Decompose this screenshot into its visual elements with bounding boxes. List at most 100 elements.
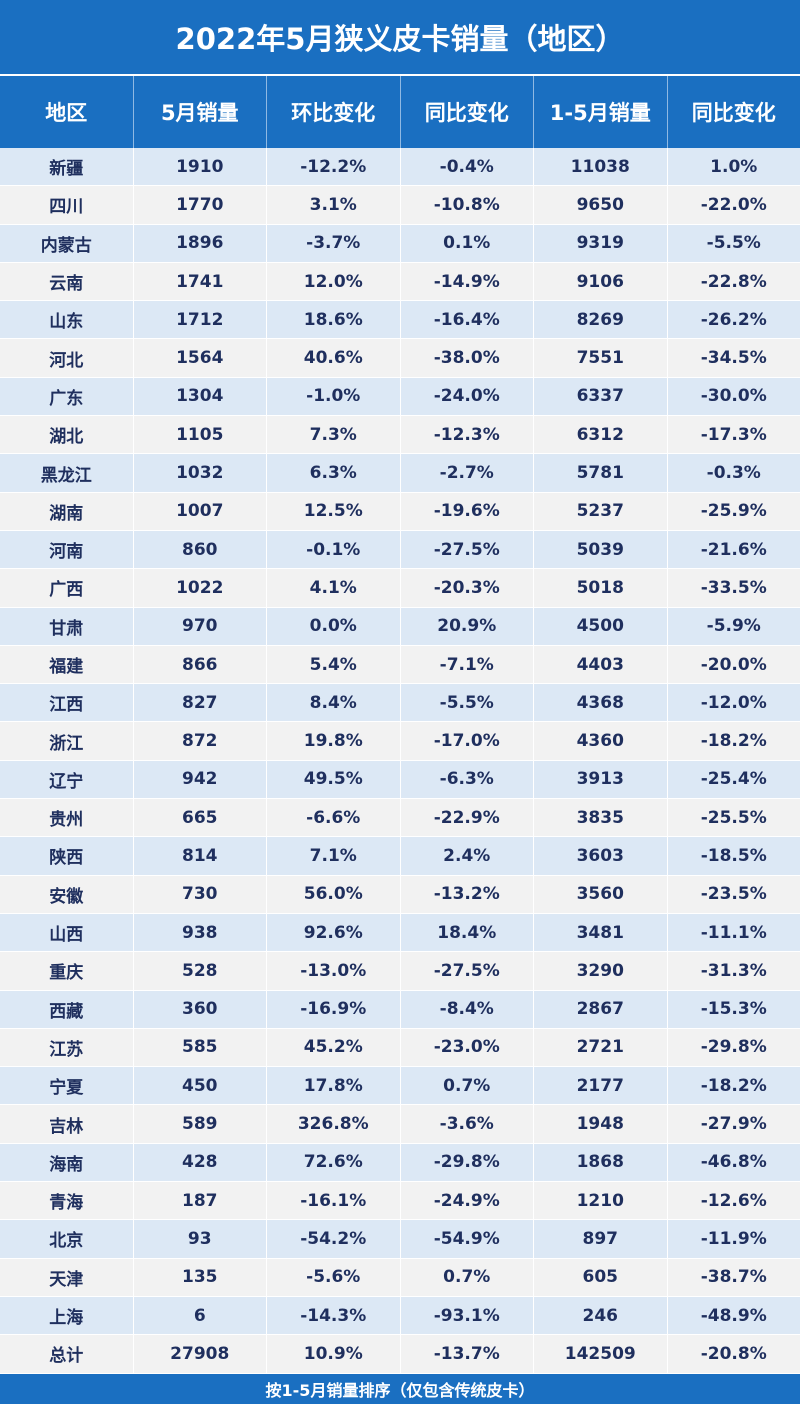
table-row: 新疆 1910 -12.2% -0.4% 11038 1.0% bbox=[0, 148, 800, 187]
may-sales-cell: 814 bbox=[134, 837, 267, 875]
ytd-sales-cell: 4403 bbox=[534, 645, 668, 684]
table-body: 新疆 1910 -12.2% -0.4% 11038 1.0% 四川 1770 3.1% -10.… bbox=[0, 148, 800, 1374]
ytd-yoy-change-cell: -12.0% bbox=[700, 692, 767, 713]
region-cell: 贵州 bbox=[0, 799, 134, 837]
table-header: 地区 5月销量 环比变化 同比变化 1-5月销量 同比变化 bbox=[0, 76, 800, 148]
mom-change-cell: 326.8% bbox=[267, 1105, 401, 1143]
ytd-yoy-change-cell: 1.0% bbox=[710, 156, 758, 177]
table-row: 云南 1741 12.0% -14.9% 9106 -22.8% bbox=[0, 262, 800, 302]
table-row: 河北 1564 40.6% -38.0% 7551 -34.5% bbox=[0, 339, 800, 378]
mom-change-cell: -6.6% bbox=[267, 799, 401, 837]
yoy-change-cell: -6.3% bbox=[401, 760, 534, 799]
ytd-yoy-change-cell: -27.9% bbox=[700, 1114, 767, 1135]
ytd-yoy-change-cell: -48.9% bbox=[700, 1305, 767, 1326]
region-cell: 甘肃 bbox=[0, 607, 134, 645]
region-cell: 江西 bbox=[0, 684, 134, 722]
ytd-sales-cell: 9650 bbox=[534, 186, 668, 224]
region-cell: 云南 bbox=[0, 262, 134, 301]
ytd-yoy-change-cell: -33.5% bbox=[700, 577, 767, 598]
ytd-yoy-change-cell: -31.3% bbox=[700, 960, 767, 981]
ytd-sales-cell: 5781 bbox=[534, 454, 668, 492]
yoy-change-cell: -23.0% bbox=[401, 1028, 534, 1067]
total-row: 总计 27908 10.9% -13.7% 142509 -20.8% bbox=[0, 1335, 800, 1374]
ytd-yoy-change-cell: -46.8% bbox=[700, 1152, 767, 1173]
yoy-change-cell: -10.8% bbox=[401, 186, 534, 224]
table-row: 四川 1770 3.1% -10.8% 9650 -22.0% bbox=[0, 186, 800, 225]
mom-change-cell: 18.6% bbox=[267, 301, 401, 339]
table-row: 河南 860 -0.1% -27.5% 5039 -21.6% bbox=[0, 530, 800, 570]
ytd-yoy-change-cell: -38.7% bbox=[700, 1267, 767, 1288]
table-row: 宁夏 450 17.8% 0.7% 2177 -18.2% bbox=[0, 1067, 800, 1106]
region-cell: 重庆 bbox=[0, 952, 134, 990]
ytd-yoy-change-cell: -18.2% bbox=[700, 731, 767, 752]
mom-change-cell: 4.1% bbox=[267, 569, 401, 607]
ytd-yoy-change-cell: -21.6% bbox=[700, 539, 767, 560]
table-row: 江苏 585 45.2% -23.0% 2721 -29.8% bbox=[0, 1028, 800, 1068]
region-cell: 山东 bbox=[0, 301, 134, 339]
table-row: 吉林 589 326.8% -3.6% 1948 -27.9% bbox=[0, 1105, 800, 1144]
may-sales-cell: 428 bbox=[134, 1143, 267, 1182]
mom-change-cell: -16.9% bbox=[267, 990, 401, 1028]
mom-change-cell: 0.0% bbox=[267, 607, 401, 645]
yoy-change-cell: -38.0% bbox=[401, 339, 534, 377]
ytd-sales-cell: 2721 bbox=[534, 1028, 668, 1067]
may-sales-cell: 1105 bbox=[134, 416, 267, 454]
ytd-yoy-change-cell: -5.5% bbox=[706, 233, 761, 254]
mom-change-cell: 12.0% bbox=[267, 262, 401, 301]
may-sales-cell: 827 bbox=[134, 684, 267, 722]
table-row: 江西 827 8.4% -5.5% 4368 -12.0% bbox=[0, 684, 800, 723]
may-sales-cell: 585 bbox=[134, 1028, 267, 1067]
ytd-yoy-change-cell: -29.8% bbox=[700, 1037, 767, 1058]
table-row: 内蒙古 1896 -3.7% 0.1% 9319 -5.5% bbox=[0, 224, 800, 263]
may-sales-cell: 872 bbox=[134, 722, 267, 760]
ytd-yoy-change-cell: -25.5% bbox=[700, 807, 767, 828]
table-row: 甘肃 970 0.0% 20.9% 4500 -5.9% bbox=[0, 607, 800, 646]
ytd-yoy-change-cell: -20.8% bbox=[700, 1343, 767, 1364]
ytd-yoy-change-cell: -25.9% bbox=[700, 501, 767, 522]
mom-change-cell: -13.0% bbox=[267, 952, 401, 990]
may-sales-cell: 1032 bbox=[134, 454, 267, 492]
table-row: 山西 938 92.6% 18.4% 3481 -11.1% bbox=[0, 913, 800, 953]
mom-change-cell: 92.6% bbox=[267, 913, 401, 952]
yoy-change-cell: -13.2% bbox=[401, 875, 534, 913]
ytd-sales-cell: 3481 bbox=[534, 913, 668, 952]
table-row: 福建 866 5.4% -7.1% 4403 -20.0% bbox=[0, 645, 800, 685]
may-sales-cell: 866 bbox=[134, 645, 267, 684]
may-sales-cell: 1304 bbox=[134, 377, 267, 416]
yoy-change-cell: 2.4% bbox=[401, 837, 534, 875]
ytd-yoy-change-cell: -22.8% bbox=[700, 271, 767, 292]
may-sales-cell: 1022 bbox=[134, 569, 267, 607]
table-row: 广西 1022 4.1% -20.3% 5018 -33.5% bbox=[0, 569, 800, 608]
mom-change-cell: -14.3% bbox=[267, 1296, 401, 1335]
region-cell: 西藏 bbox=[0, 990, 134, 1028]
ytd-sales-cell: 2867 bbox=[534, 990, 668, 1028]
yoy-change-cell: -17.0% bbox=[401, 722, 534, 760]
may-sales-cell: 1910 bbox=[134, 148, 267, 186]
may-sales-cell: 187 bbox=[134, 1182, 267, 1220]
may-sales-cell: 1741 bbox=[134, 262, 267, 301]
yoy-change-cell: -2.7% bbox=[401, 454, 534, 492]
mom-change-cell: 8.4% bbox=[267, 684, 401, 722]
ytd-sales-cell: 246 bbox=[534, 1296, 668, 1335]
column-header-ytd-yoy-change: 同比变化 bbox=[691, 101, 776, 125]
may-sales-cell: 938 bbox=[134, 913, 267, 952]
may-sales-cell: 6 bbox=[134, 1296, 267, 1335]
yoy-change-cell: -5.5% bbox=[401, 684, 534, 722]
may-sales-cell: 528 bbox=[134, 952, 267, 990]
mom-change-cell: 10.9% bbox=[267, 1335, 401, 1373]
ytd-yoy-change-cell: -11.1% bbox=[700, 922, 767, 943]
mom-change-cell: -0.1% bbox=[267, 530, 401, 569]
ytd-sales-cell: 8269 bbox=[534, 301, 668, 339]
mom-change-cell: 7.1% bbox=[267, 837, 401, 875]
yoy-change-cell: -20.3% bbox=[401, 569, 534, 607]
region-cell: 浙江 bbox=[0, 722, 134, 760]
table-row: 陕西 814 7.1% 2.4% 3603 -18.5% bbox=[0, 837, 800, 876]
column-header-yoy-change: 同比变化 bbox=[401, 76, 534, 148]
ytd-yoy-change-cell: -22.0% bbox=[700, 194, 767, 215]
ytd-yoy-change-cell: -12.6% bbox=[700, 1190, 767, 1211]
yoy-change-cell: -29.8% bbox=[401, 1143, 534, 1182]
ytd-yoy-change-cell: -34.5% bbox=[700, 348, 767, 369]
ytd-sales-cell: 7551 bbox=[534, 339, 668, 377]
may-sales-cell: 360 bbox=[134, 990, 267, 1028]
ytd-sales-cell: 6337 bbox=[534, 377, 668, 416]
